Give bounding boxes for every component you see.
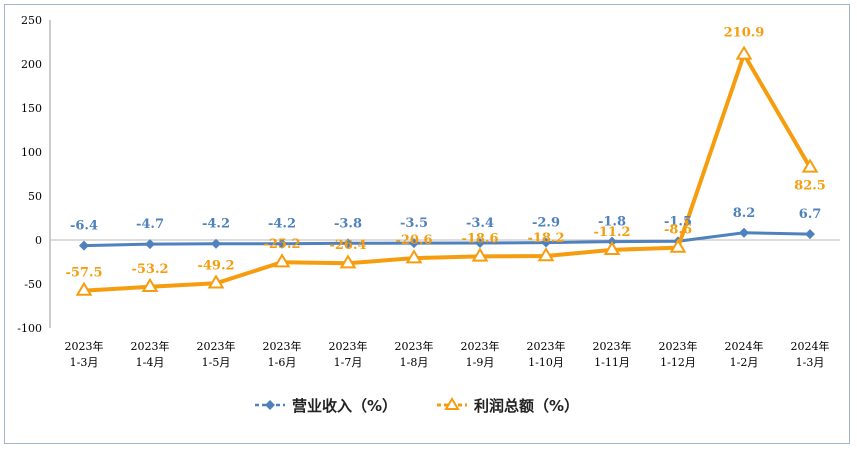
- x-tick-label: 1-12月: [660, 356, 696, 369]
- y-tick-label: -50: [24, 278, 42, 291]
- revenue-data-label: -4.2: [202, 217, 230, 232]
- revenue-point: [541, 237, 551, 248]
- series-line-profit: [83, 52, 812, 293]
- profit-data-label: -11.2: [593, 225, 630, 240]
- x-tick-label: 1-6月: [268, 356, 297, 369]
- x-tick-label: 2023年: [527, 339, 566, 353]
- x-tick-label: 1-7月: [334, 356, 363, 369]
- profit-data-label: -20.6: [395, 233, 432, 248]
- x-tick-label: 2024年: [725, 339, 764, 353]
- profit-data-label: -53.2: [131, 262, 168, 277]
- profit-data-label: 82.5: [794, 178, 826, 193]
- x-tick-label: 2023年: [131, 339, 170, 353]
- revenue-data-label: -1.8: [598, 215, 626, 230]
- y-tick-label: 100: [21, 146, 42, 159]
- revenue-data-label: -2.9: [532, 216, 560, 231]
- x-tick-label: 1-2月: [730, 356, 759, 369]
- legend-revenue-label: 营业收入（%）: [292, 397, 397, 415]
- revenue-data-label: -3.8: [334, 216, 362, 231]
- legend-revenue-marker: [265, 400, 275, 410]
- y-tick-label: 250: [21, 14, 42, 27]
- revenue-point: [343, 238, 353, 249]
- profit-data-label: -18.2: [527, 231, 564, 246]
- x-tick-label: 1-3月: [70, 356, 99, 369]
- x-tick-label: 2023年: [461, 339, 500, 353]
- legend-profit-label: 利润总额（%）: [474, 397, 579, 415]
- x-tick-label: 2023年: [65, 339, 104, 353]
- revenue-data-label: 8.2: [733, 206, 756, 221]
- x-tick-label: 1-10月: [528, 356, 564, 369]
- revenue-point: [79, 240, 89, 251]
- x-tick-label: 2023年: [593, 339, 632, 353]
- profit-point: [735, 45, 753, 60]
- chart-frame: [4, 4, 850, 444]
- revenue-point: [739, 227, 749, 238]
- profit-point: [207, 274, 225, 289]
- profit-data-label: -57.5: [65, 266, 102, 281]
- profit-data-label: 210.9: [724, 25, 765, 40]
- revenue-data-label: -3.4: [466, 216, 494, 231]
- y-tick-label: -100: [17, 322, 42, 335]
- profit-point: [603, 240, 621, 256]
- profit-data-label: -18.6: [461, 231, 498, 246]
- x-tick-label: 2023年: [395, 339, 434, 353]
- revenue-data-label: -4.7: [136, 217, 164, 232]
- x-tick-label: 1-5月: [202, 356, 231, 369]
- y-tick-label: 50: [28, 190, 42, 203]
- y-tick-label: 0: [35, 234, 42, 247]
- x-tick-label: 2023年: [329, 339, 368, 353]
- revenue-data-label: -3.5: [400, 216, 428, 231]
- revenue-point: [475, 237, 485, 248]
- revenue-data-label: 6.7: [799, 207, 822, 222]
- x-tick-label: 2023年: [263, 339, 302, 353]
- x-tick-label: 1-3月: [796, 356, 825, 369]
- profit-point: [75, 281, 93, 296]
- profit-point: [471, 247, 489, 262]
- revenue-point: [145, 239, 155, 250]
- x-tick-label: 1-11月: [594, 356, 630, 369]
- profit-point: [339, 254, 357, 269]
- revenue-point: [805, 229, 815, 240]
- profit-point: [273, 253, 291, 268]
- profit-data-label: -8.6: [664, 223, 692, 238]
- revenue-data-label: -4.2: [268, 217, 296, 232]
- revenue-point: [409, 238, 419, 249]
- profit-data-label: -25.2: [263, 237, 300, 252]
- revenue-point: [277, 238, 287, 249]
- profit-point: [141, 277, 159, 293]
- x-tick-label: 1-4月: [136, 356, 165, 369]
- series-line-revenue: [83, 231, 811, 248]
- revenue-data-label: -1.5: [664, 214, 692, 229]
- x-tick-label: 1-9月: [466, 356, 495, 369]
- x-tick-label: 2023年: [659, 339, 698, 353]
- profit-point: [405, 249, 423, 264]
- y-tick-label: 200: [21, 58, 42, 71]
- profit-data-label: -26.4: [329, 238, 366, 253]
- profit-point: [537, 247, 555, 262]
- revenue-data-label: -6.4: [70, 219, 98, 234]
- x-tick-label: 1-8月: [400, 356, 429, 369]
- x-tick-label: 2024年: [791, 339, 830, 353]
- profit-data-label: -49.2: [197, 258, 234, 273]
- x-tick-label: 2023年: [197, 339, 236, 353]
- y-tick-label: 150: [21, 102, 42, 115]
- profit-point: [801, 158, 819, 173]
- profit-point: [669, 238, 687, 253]
- legend-profit-marker: [444, 397, 460, 410]
- revenue-point: [211, 238, 221, 249]
